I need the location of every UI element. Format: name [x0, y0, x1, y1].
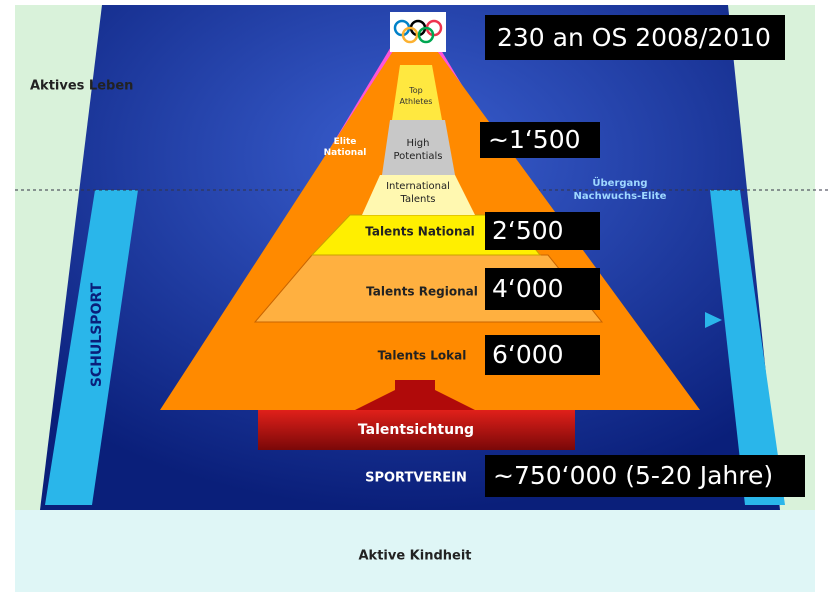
count: 4‘000 [492, 274, 564, 303]
label: Talents Regional [366, 285, 478, 299]
count: 2‘500 [492, 216, 564, 245]
label: High Potentials [393, 138, 442, 162]
arrow [705, 312, 722, 328]
count: 6‘000 [492, 340, 564, 369]
label: SCHULSPORT [89, 282, 105, 387]
top-layer [392, 65, 442, 120]
arrow [355, 380, 475, 410]
label: SPORTVEREIN [365, 471, 467, 486]
count-box [485, 268, 600, 310]
count: ~1‘500 [488, 125, 581, 154]
label: Top Athletes [400, 86, 433, 106]
count-box [480, 122, 600, 158]
count-box [485, 15, 785, 60]
label: Talents National [365, 225, 475, 239]
right-band [710, 190, 785, 505]
high-potentials-layer [382, 120, 455, 175]
label: Talentsichtung [358, 422, 474, 438]
cyan-bg [15, 510, 815, 592]
international-layer [362, 175, 475, 215]
count: ~750‘000 (5-20 Jahre) [493, 461, 773, 490]
label: Aktive Kindheit [358, 549, 471, 564]
talentsichtung-box [258, 410, 575, 450]
schulsport-band [45, 190, 138, 505]
count-box [485, 212, 600, 250]
label: Übergang Nachwuchs-Elite [574, 175, 667, 202]
count: 230 an OS 2008/2010 [497, 23, 771, 52]
olympic-rings [393, 19, 443, 44]
olympic-flag [390, 12, 446, 52]
label: International Talents [386, 181, 450, 205]
label: Aktives Leben [30, 79, 133, 94]
label: Elite National [324, 137, 367, 158]
label: Talents Lokal [378, 349, 467, 363]
count-box [485, 455, 805, 497]
count-box [485, 335, 600, 375]
